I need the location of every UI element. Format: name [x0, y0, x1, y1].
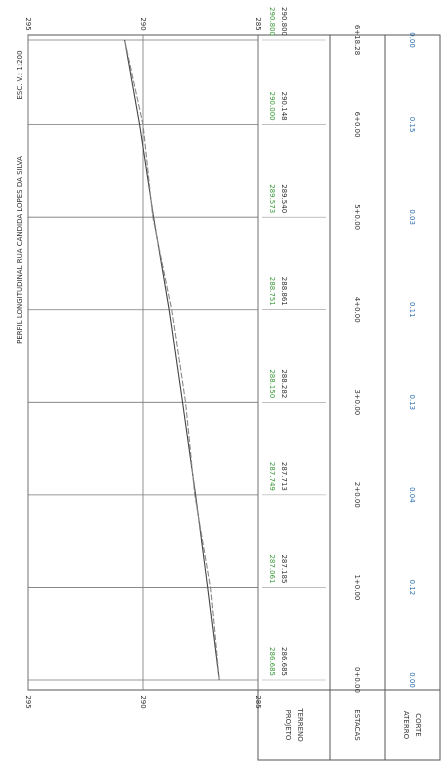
cut-label: 0.03 [408, 209, 416, 225]
y-tick-label: 295 [24, 695, 32, 708]
table-header: TERRENO [296, 707, 304, 742]
title: PERFIL LONGITUDINAL RUA CANDIDA LOPES DA… [16, 156, 24, 344]
station-label: 0+0.00 [353, 667, 361, 693]
cut-label: 0.00 [408, 32, 416, 48]
elevation-label: 286.685 [280, 647, 288, 676]
elevation-label: 289.573 [268, 184, 276, 213]
station-label: 3+0.00 [353, 389, 361, 415]
cut-label: 0.04 [408, 487, 416, 503]
elevation-label: 289.540 [280, 184, 288, 213]
elevation-label: 287.713 [280, 462, 288, 491]
y-tick-label: 290 [139, 695, 147, 708]
elevation-label: 290.000 [268, 92, 276, 121]
elevation-label: 288.150 [268, 369, 276, 398]
table-header: PROJETO [284, 710, 292, 741]
y-tick-label: 285 [254, 17, 262, 30]
elevation-label: 287.185 [280, 554, 288, 583]
elevation-label: 290.800 [268, 7, 276, 36]
table-header: ESTACAS [353, 709, 361, 741]
y-tick-label: 285 [254, 695, 262, 708]
cut-label: 0.13 [408, 395, 416, 411]
profile-line [124, 39, 220, 681]
y-tick-label: 290 [139, 17, 147, 30]
elevation-label: 287.061 [268, 554, 276, 583]
station-label: 1+0.00 [353, 574, 361, 600]
elevation-label: 288.282 [280, 369, 288, 398]
table-header: ATERRO [402, 711, 410, 740]
elevation-label: 290.800 [280, 7, 288, 36]
profile-line [124, 39, 220, 681]
subtitle: ESC. V.: 1:200 [16, 50, 24, 99]
table-header: CORTE [414, 713, 422, 736]
station-label: 6+0.00 [353, 112, 361, 138]
elevation-label: 288.751 [268, 277, 276, 306]
elevation-label: 288.861 [280, 277, 288, 306]
station-label: 2+0.00 [353, 482, 361, 508]
station-label: 5+0.00 [353, 204, 361, 230]
elevation-label: 286.685 [268, 647, 276, 676]
cut-label: 0.12 [408, 580, 416, 596]
cut-label: 0.15 [408, 117, 416, 133]
cut-label: 0.11 [408, 302, 416, 318]
table-band [384, 34, 441, 761]
station-label: 4+0.00 [353, 297, 361, 323]
cut-label: 0.00 [408, 672, 416, 688]
station-label: 6+18.28 [353, 25, 361, 55]
elevation-label: 290.148 [280, 92, 288, 121]
elevation-label: 287.749 [268, 462, 276, 491]
y-tick-label: 295 [24, 17, 32, 30]
